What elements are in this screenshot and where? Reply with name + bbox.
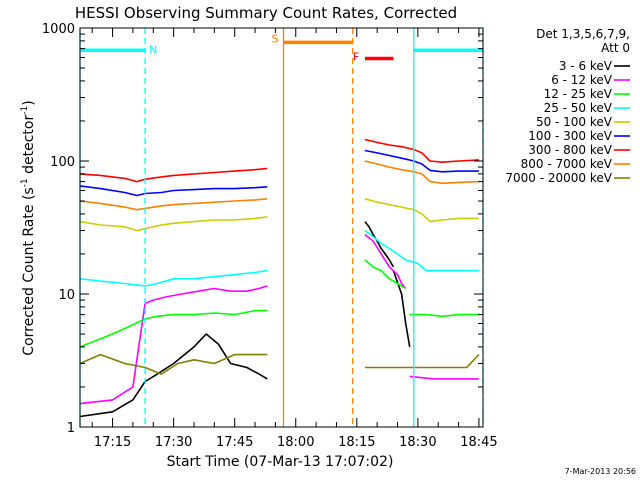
series-line — [79, 333, 268, 418]
legend-label: 300 - 800 keV — [528, 143, 612, 157]
series-line — [364, 221, 395, 268]
x-tick-label: 18:15 — [338, 435, 375, 450]
series-line — [409, 313, 479, 318]
legend-label: 100 - 300 keV — [528, 129, 612, 143]
x-axis-label: Start Time (07-Mar-13 17:07:02) — [167, 454, 394, 470]
x-tick-label: 17:30 — [155, 435, 192, 450]
series-line — [79, 185, 268, 197]
y-axis: 1 10 100 1000 — [42, 22, 483, 436]
legend-label: 50 - 100 keV — [536, 115, 613, 129]
plot-frame — [79, 27, 484, 428]
series-line — [79, 309, 268, 348]
series-line — [364, 233, 407, 290]
series-line — [79, 285, 268, 405]
legend-label: 12 - 25 keV — [544, 87, 613, 101]
legend-label: 800 - 7000 keV — [521, 157, 613, 171]
plot-area: N S F 1 10 100 1000 17:15 17:30 17:45 18:00 18:15… — [42, 22, 498, 450]
series-line — [364, 259, 407, 290]
plot-date-stamp: 7-Mar-2013 20:56 — [565, 467, 636, 476]
series-line — [79, 198, 268, 211]
flag-label: F — [353, 50, 359, 63]
y-tick-label: 1000 — [42, 22, 75, 37]
y-axis-label-part: Corrected Count Rate (s — [21, 187, 37, 355]
x-tick-label: 18:45 — [460, 435, 497, 450]
y-axis-label-sup: -1 — [20, 106, 30, 115]
series-line — [364, 229, 479, 272]
chart-title: HESSI Observing Summary Count Rates, Cor… — [75, 4, 457, 22]
legend-label: 6 - 12 keV — [551, 73, 613, 87]
series-line — [364, 160, 479, 185]
series-layer — [79, 138, 480, 418]
y-axis-label-part: ) — [21, 100, 37, 105]
legend-label: 7000 - 20000 keV — [505, 171, 612, 185]
series-line — [364, 138, 479, 163]
series-line — [79, 216, 268, 232]
legend-header-line: Att 0 — [601, 41, 630, 55]
series-line — [392, 270, 411, 348]
y-axis-label-sup: -1 — [20, 178, 30, 187]
series-line — [409, 375, 479, 380]
legend-header-line: Det 1,3,5,6,7,9, — [536, 27, 630, 41]
x-tick-label: 18:00 — [277, 435, 314, 450]
flag-label: S — [272, 32, 279, 45]
flag-label: N — [149, 43, 157, 56]
x-tick-label: 17:45 — [216, 435, 253, 450]
y-axis-label-part: detector — [21, 115, 37, 179]
x-tick-label: 17:15 — [94, 435, 131, 450]
y-tick-label: 1 — [67, 421, 75, 436]
legend-label: 3 - 6 keV — [559, 59, 613, 73]
legend-label: 25 - 50 keV — [544, 101, 613, 115]
y-tick-label: 10 — [58, 288, 75, 303]
y-axis-label: Corrected Count Rate (s-1 detector-1) — [20, 100, 37, 355]
flag-bars: N S F — [80, 32, 483, 63]
series-line — [364, 198, 479, 223]
series-line — [364, 149, 479, 173]
x-tick-label: 18:30 — [399, 435, 436, 450]
series-line — [364, 354, 480, 369]
series-line — [79, 269, 268, 287]
y-tick-label: 100 — [50, 155, 75, 170]
series-line — [79, 353, 268, 375]
x-axis: 17:15 17:30 17:45 18:00 18:15 18:30 18:45 — [91, 28, 498, 450]
series-line — [79, 167, 268, 183]
